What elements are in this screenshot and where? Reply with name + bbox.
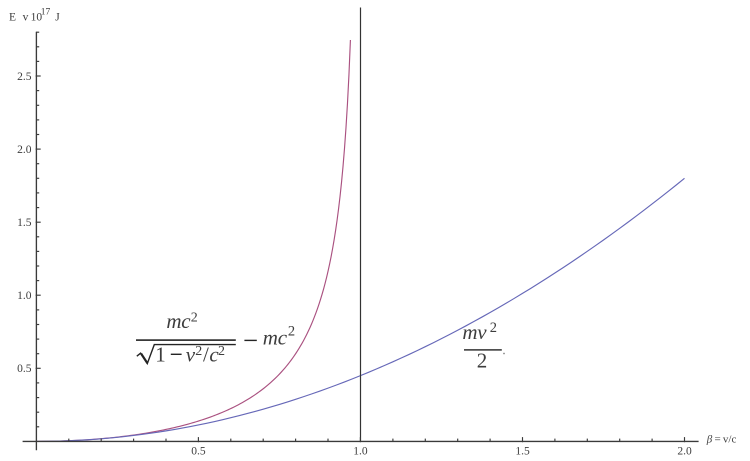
svg-text:2: 2 [195,344,202,359]
svg-text:v: v [23,12,29,24]
svg-text:c: c [278,326,288,350]
svg-text:2.5: 2.5 [17,71,32,83]
svg-text:c: c [209,343,219,367]
svg-text:/: / [203,343,209,367]
svg-text:1.0: 1.0 [353,445,368,457]
svg-text:1.5: 1.5 [17,217,32,229]
svg-text:β = v/c: β = v/c [706,433,737,445]
svg-text:m: m [166,309,181,333]
svg-text:2: 2 [218,344,225,359]
svg-text:0.5: 0.5 [191,445,206,457]
svg-text:E: E [9,12,16,24]
svg-text:m: m [263,326,278,350]
svg-text:v: v [477,320,487,344]
svg-text:J: J [55,12,60,24]
svg-text:2.0: 2.0 [17,144,32,156]
svg-text:m: m [462,320,477,344]
svg-text:17: 17 [41,8,51,18]
svg-text:1.0: 1.0 [17,290,32,302]
svg-text:2: 2 [288,323,295,339]
svg-text:1.5: 1.5 [515,445,530,457]
svg-text:10: 10 [31,12,43,24]
svg-text:v: v [186,343,196,367]
svg-text:2: 2 [490,320,497,336]
svg-text:c: c [181,309,191,333]
svg-text:2.0: 2.0 [677,445,692,457]
svg-text:2: 2 [191,311,198,326]
svg-text:0.5: 0.5 [17,363,32,375]
svg-text:1: 1 [155,343,166,367]
svg-text:2: 2 [477,349,488,373]
